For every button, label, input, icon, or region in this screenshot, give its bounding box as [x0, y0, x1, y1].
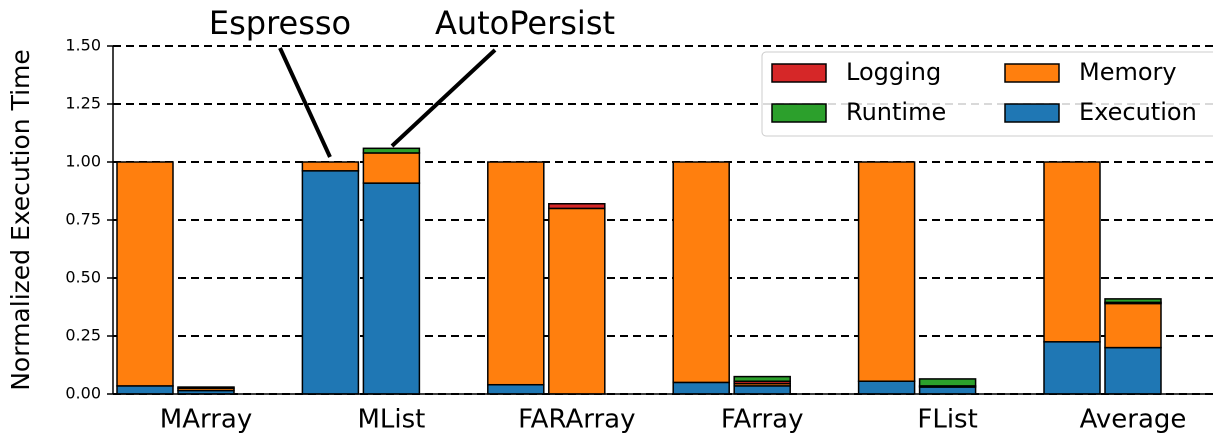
bar-segment — [362, 182, 421, 395]
y-tick-label: 0.25 — [65, 326, 101, 345]
bar-segment — [362, 152, 421, 184]
bar-segment — [301, 170, 360, 395]
bar-segment — [857, 161, 916, 382]
annotation-line — [278, 47, 332, 158]
legend-frame — [761, 51, 1213, 137]
bar-segment — [672, 161, 730, 384]
group-annotation: AutoPersist — [435, 4, 615, 42]
bar-segment — [116, 385, 174, 395]
x-tick-label: Average — [1080, 405, 1187, 435]
y-tick-label: 1.25 — [65, 94, 101, 113]
legend-label: Runtime — [846, 98, 946, 126]
y-tick-label: 1.00 — [65, 152, 101, 171]
bar-segment — [1043, 161, 1101, 343]
y-axis-label: Normalized Execution Time — [6, 49, 35, 391]
x-tick-label: MArray — [160, 405, 252, 435]
bar-segment — [548, 203, 606, 210]
bar-segment — [548, 207, 606, 395]
bar-segment — [1104, 298, 1162, 304]
legend-label: Logging — [846, 58, 941, 86]
bar-segment — [857, 380, 916, 395]
bar-segment — [362, 147, 421, 154]
bar-segment — [1043, 341, 1101, 395]
x-tick-label: FList — [917, 405, 977, 435]
legend: Execution Memory Logging Runtime — [761, 51, 1213, 137]
bar-segment — [672, 381, 730, 395]
x-tick-label: FARArray — [518, 405, 635, 435]
bar-segment — [918, 386, 977, 395]
y-tick-label: 0.75 — [65, 210, 101, 229]
legend-swatch — [771, 103, 827, 123]
bar-segment — [301, 161, 360, 172]
legend-swatch — [771, 63, 827, 83]
bar-segment — [177, 386, 235, 389]
x-tick-label: FArray — [721, 405, 804, 435]
bar-segment — [733, 385, 791, 395]
x-tick-label: MList — [357, 405, 425, 435]
bar-segment — [1104, 302, 1162, 349]
bar-segment — [1104, 346, 1162, 395]
bar-segment — [116, 161, 174, 387]
bar-segment — [487, 383, 545, 395]
legend-swatch — [1004, 63, 1060, 83]
bar-segment — [918, 378, 977, 387]
group-annotation: Espresso — [209, 4, 351, 42]
y-tick-label: 1.50 — [65, 36, 101, 55]
legend-label: Execution — [1079, 98, 1197, 126]
bar-segment — [487, 161, 545, 386]
y-tick-label: 0.00 — [65, 384, 101, 403]
y-tick-label: 0.50 — [65, 268, 101, 287]
legend-swatch — [1004, 103, 1060, 123]
bar-segment — [733, 375, 791, 382]
legend-label: Memory — [1079, 58, 1177, 86]
annotation-line — [390, 48, 497, 148]
